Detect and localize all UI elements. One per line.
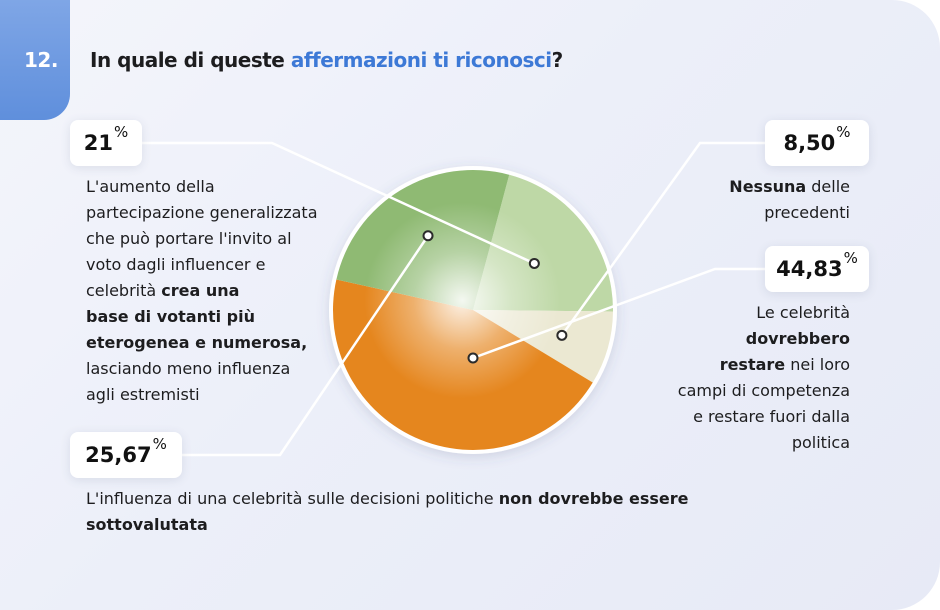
title-highlight: affermazioni ti riconosci (290, 48, 552, 72)
answer-3-line: campi di competenza (640, 378, 850, 404)
text: agli estremisti (86, 385, 200, 404)
bold-text: base di votanti più (86, 307, 255, 326)
bold-text: non dovrebbe essere (498, 489, 689, 508)
answer-4-percent-sign: % (152, 435, 167, 453)
bold-text: eterogenea e numerosa, (86, 333, 308, 352)
question-number: 12. (24, 48, 58, 72)
answer-4-line: sottovalutata (86, 512, 786, 538)
answer-4-percent: 25,67% (70, 432, 182, 478)
leader-line-25-67 (182, 235, 430, 457)
answer-3-line: restare nei loro (640, 352, 850, 378)
text: campi di competenza (677, 381, 850, 400)
text: nei loro (785, 355, 850, 374)
question-title: In quale di queste affermazioni ti ricon… (90, 48, 563, 72)
answer-1-line: eterogenea e numerosa, (86, 330, 346, 356)
answer-1-text: L'aumento della partecipazione generalizz… (86, 174, 346, 408)
title-suffix: ? (551, 48, 564, 72)
leader-line-44-83 (472, 267, 765, 360)
text: L'influenza di una celebrità sulle decis… (86, 489, 499, 508)
answer-1-percent: 21% (70, 120, 142, 166)
answer-4-value: 25,67 (85, 443, 152, 467)
leader-line-8-50 (560, 141, 765, 337)
answer-3-line: politica (640, 430, 850, 456)
bold-text: crea una (161, 281, 240, 300)
answer-2-line: precedenti (640, 200, 850, 226)
answer-3-line: Le celebrità (640, 300, 850, 326)
answer-1-line: base di votanti più (86, 304, 346, 330)
bold-text: dovrebbero (745, 329, 850, 348)
text: che può portare l'invito al (86, 229, 292, 248)
answer-1-value: 21 (83, 131, 113, 155)
text: Le celebrità (756, 303, 850, 322)
text: L'aumento della (86, 177, 215, 196)
title-prefix: In quale di queste (90, 48, 291, 72)
text: delle (806, 177, 850, 196)
text: partecipazione generalizzata (86, 203, 318, 222)
bold-text: Nessuna (729, 177, 807, 196)
answer-2-line: Nessuna delle (640, 174, 850, 200)
answer-2-value: 8,50 (783, 131, 836, 155)
answer-3-percent-sign: % (843, 249, 858, 267)
answer-2-percent-sign: % (836, 123, 851, 141)
answer-3-value: 44,83 (776, 257, 843, 281)
answer-1-line: partecipazione generalizzata (86, 200, 346, 226)
bold-text: sottovalutata (86, 515, 208, 534)
answer-4-text: L'influenza di una celebrità sulle decis… (86, 486, 786, 538)
answer-1-line: agli estremisti (86, 382, 346, 408)
question-number-tab: 12. (0, 0, 70, 120)
pie-center-glow (328, 166, 608, 446)
answer-1-line: voto dagli influencer e (86, 252, 346, 278)
leader-dot (528, 257, 540, 269)
answer-3-line: dovrebbero (640, 326, 850, 352)
answer-1-line: che può portare l'invito al (86, 226, 346, 252)
bold-text: restare (719, 355, 786, 374)
answer-1-line: celebrità crea una (86, 278, 346, 304)
answer-2-text: Nessuna delle precedenti (640, 174, 850, 226)
text: lasciando meno influenza (86, 359, 291, 378)
leader-dot (467, 352, 479, 364)
answer-4-line: L'influenza di una celebrità sulle decis… (86, 486, 786, 512)
answer-3-text: Le celebrità dovrebbero restare nei loro ca… (640, 300, 850, 456)
leader-dot (556, 329, 568, 341)
text: voto dagli influencer e (86, 255, 266, 274)
answer-1-percent-sign: % (113, 123, 129, 141)
text: politica (791, 433, 850, 452)
answer-1-line: L'aumento della (86, 174, 346, 200)
answer-3-percent: 44,83% (765, 246, 869, 292)
answer-2-percent: 8,50% (765, 120, 869, 166)
text: e restare fuori dalla (693, 407, 850, 426)
answer-3-line: e restare fuori dalla (640, 404, 850, 430)
leader-dot (422, 230, 434, 242)
answer-1-line: lasciando meno influenza (86, 356, 346, 382)
leader-line-21 (142, 141, 535, 265)
text: precedenti (764, 203, 850, 222)
text: celebrità (86, 281, 162, 300)
